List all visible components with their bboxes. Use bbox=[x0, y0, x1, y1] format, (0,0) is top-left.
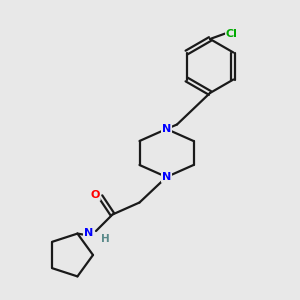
Text: O: O bbox=[90, 190, 100, 200]
Text: H: H bbox=[100, 233, 109, 244]
Text: N: N bbox=[162, 172, 171, 182]
Text: N: N bbox=[84, 228, 93, 239]
Text: Cl: Cl bbox=[226, 28, 238, 39]
Text: N: N bbox=[162, 124, 171, 134]
